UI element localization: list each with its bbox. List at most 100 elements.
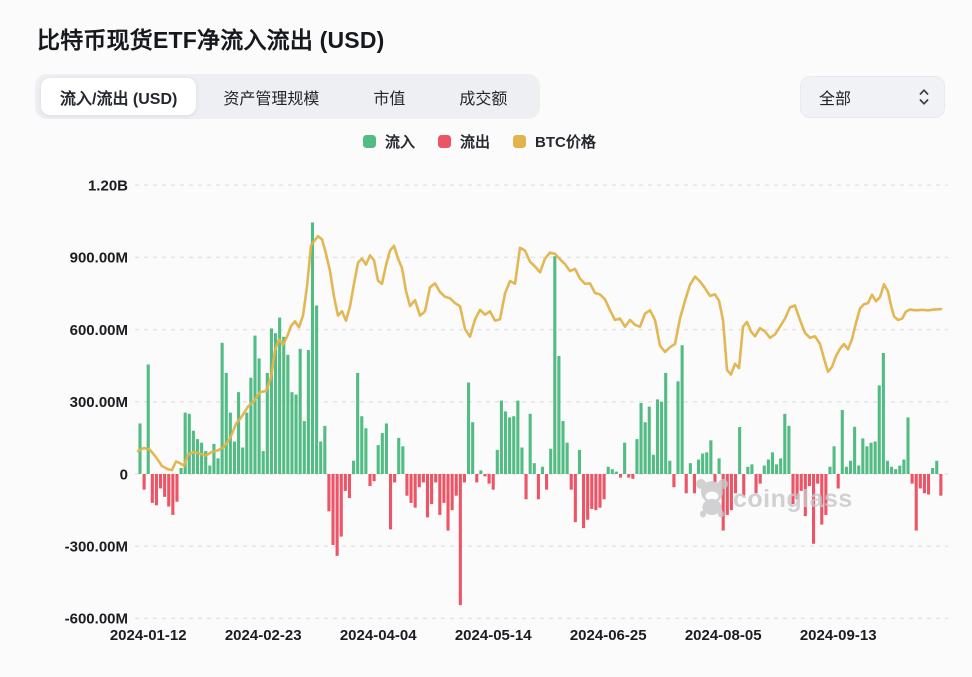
outflow-bar — [430, 474, 434, 505]
inflow-bar — [286, 354, 290, 474]
coinglass-logo-icon — [696, 479, 728, 518]
inflow-bar — [766, 459, 770, 474]
inflow-bar — [635, 439, 639, 474]
outflow-bar — [163, 474, 167, 497]
inflow-bar — [565, 442, 569, 474]
inflow-bar — [503, 411, 508, 474]
inflow-bar — [278, 317, 282, 474]
outflow-bar — [729, 474, 733, 511]
inflow-bar — [906, 417, 910, 474]
inflow-bar — [877, 385, 881, 474]
inflow-bar — [508, 417, 512, 474]
y-axis-label: 1.20B — [88, 177, 128, 194]
outflow-bar — [573, 474, 577, 523]
inflow-bar — [643, 422, 647, 474]
inflow-bar — [935, 460, 939, 474]
inflow-bar — [705, 452, 709, 474]
outflow-bar — [331, 474, 335, 546]
time-range-value: 全部 — [819, 91, 852, 108]
coinglass-watermark: coinglass — [696, 479, 852, 518]
outflow-bar — [388, 474, 393, 530]
outflow-bar — [150, 474, 154, 503]
inflow-bar — [401, 446, 405, 474]
time-range-dropdown[interactable]: 全部 — [800, 76, 945, 118]
y-axis-label: 900.00M — [70, 250, 128, 267]
inflow-bar — [717, 458, 721, 474]
outflow-bar — [742, 474, 746, 496]
outflow-bar — [631, 474, 635, 479]
inflow-bar — [232, 441, 237, 474]
outflow-bar — [721, 474, 725, 531]
inflow-bar — [655, 399, 660, 474]
inflow-bar — [931, 467, 935, 474]
outflow-bar — [926, 474, 931, 495]
inflow-bar — [770, 452, 775, 474]
outflow-bar — [393, 474, 397, 483]
outflow-bar — [922, 474, 926, 494]
chart-tab-bar: 流入/流出 (USD) 资产管理规模 市值 成交额 — [35, 74, 541, 119]
legend-inflow[interactable]: 流入 — [363, 131, 415, 152]
outflow-bar — [569, 474, 573, 490]
inflow-bar — [861, 438, 865, 474]
outflow-bar — [335, 474, 339, 556]
inflow-bar — [183, 412, 187, 474]
outflow-bar — [594, 474, 598, 511]
legend-outflow[interactable]: 流出 — [438, 131, 490, 152]
outflow-bar — [684, 474, 688, 494]
tab-aum[interactable]: 资产管理规模 — [223, 90, 320, 108]
inflow-bar — [212, 443, 216, 474]
inflow-bar — [467, 382, 471, 474]
x-axis-label: 2024-09-13 — [800, 627, 877, 644]
outflow-bar — [158, 474, 163, 489]
outflow-bar — [434, 474, 438, 483]
outflow-bar — [799, 474, 803, 491]
inflow-bar — [701, 453, 705, 474]
inflow-bar — [577, 449, 581, 474]
inflow-bar — [881, 352, 885, 474]
outflow-bar — [590, 474, 594, 509]
inflow-bar — [553, 256, 557, 474]
outflow-bar — [405, 474, 409, 496]
inflow-bar — [848, 460, 853, 474]
inflow-bar — [479, 470, 483, 474]
inflow-bar — [676, 381, 680, 474]
outflow-bar — [733, 474, 738, 494]
inflow-bar — [237, 392, 241, 474]
tab-inflow-outflow-usd[interactable]: 流入/流出 (USD) — [41, 78, 197, 115]
inflow-bar — [647, 406, 651, 474]
outflow-bar — [598, 474, 602, 508]
inflow-bar — [146, 364, 150, 474]
inflow-bar — [668, 460, 672, 474]
outflow-bar — [454, 474, 458, 496]
inflow-bar — [220, 342, 224, 474]
inflow-bar — [709, 440, 713, 474]
legend-btc-price[interactable]: BTC价格 — [513, 131, 596, 152]
inflow-bar — [265, 372, 269, 474]
legend-inflow-label: 流入 — [385, 133, 416, 151]
outflow-bar — [811, 474, 816, 544]
inflow-bar — [614, 471, 618, 474]
outflow-bar — [795, 474, 799, 500]
inflow-bar — [179, 467, 183, 474]
x-axis-label: 2024-02-23 — [225, 627, 302, 644]
inflow-bar — [623, 442, 627, 474]
inflow-bar — [257, 358, 261, 474]
outflow-bar — [327, 474, 331, 512]
outflow-bar — [142, 474, 146, 490]
y-axis-label: 0 — [120, 466, 128, 483]
chevron-up-down-icon — [918, 86, 930, 108]
inflow-bar — [380, 433, 384, 474]
inflow-bar — [323, 425, 327, 474]
x-axis-label: 2024-04-04 — [340, 627, 417, 644]
inflow-bar — [294, 394, 298, 474]
inflow-bar — [832, 446, 836, 474]
inflow-bar — [245, 412, 249, 474]
outflow-bar — [602, 474, 606, 500]
inflow-bar — [865, 446, 869, 474]
inflow-bar — [253, 335, 257, 474]
outflow-bar — [483, 474, 487, 477]
inflow-bar — [520, 447, 524, 474]
tab-market-cap[interactable]: 市值 — [373, 90, 406, 108]
tab-volume[interactable]: 成交额 — [459, 90, 508, 108]
